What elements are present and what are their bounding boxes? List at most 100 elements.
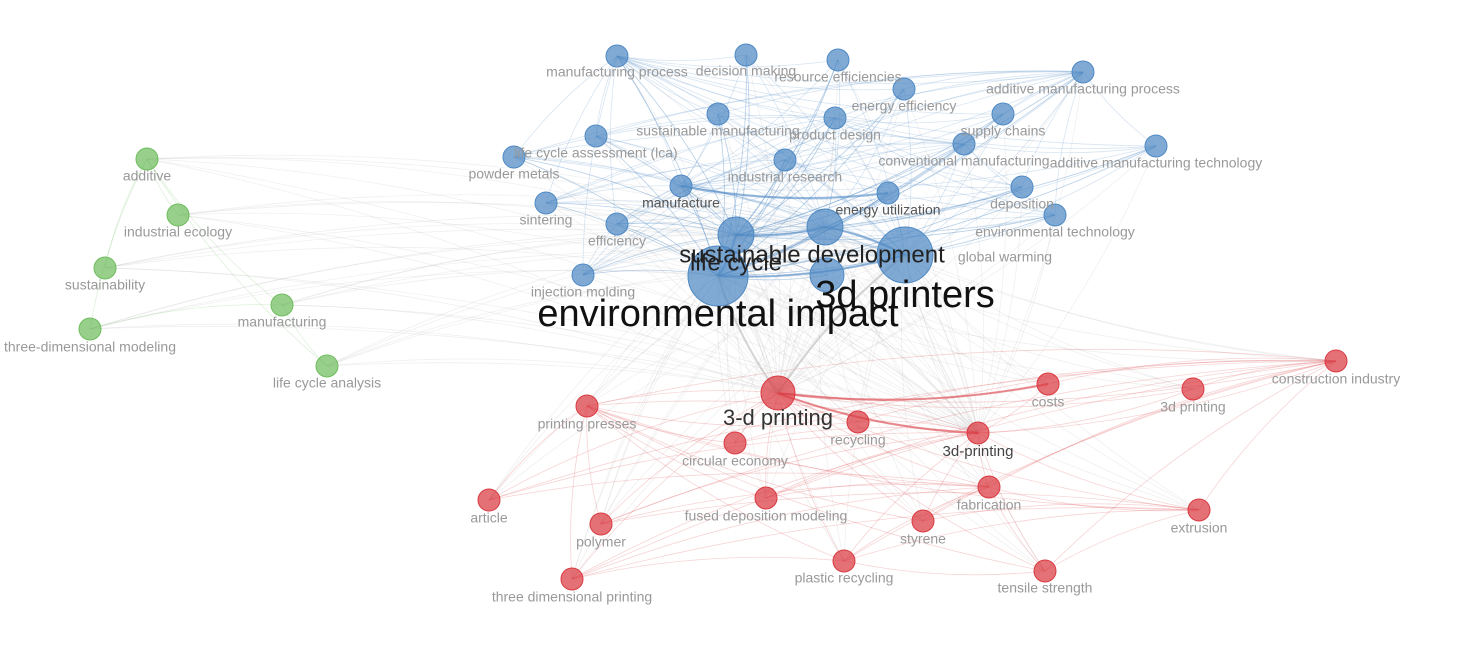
node-three-dimensional-printing[interactable] (560, 567, 584, 591)
label-three-dimensional-printing[interactable]: three dimensional printing (492, 589, 652, 605)
node-decision-making[interactable] (734, 43, 758, 67)
label-additive-manufacturing-technology[interactable]: additive manufacturing technology (1050, 155, 1262, 171)
label-extrusion[interactable]: extrusion (1171, 520, 1228, 536)
node-injection-molding[interactable] (571, 263, 595, 287)
label-global-warming[interactable]: global warming (958, 249, 1052, 265)
node-powder-metals[interactable] (502, 145, 526, 169)
node-printing-presses[interactable] (575, 394, 599, 418)
label-3d-printing[interactable]: 3d printing (1160, 399, 1225, 415)
label-styrene[interactable]: styrene (900, 531, 946, 547)
node-article[interactable] (477, 488, 501, 512)
node-resource-efficiencies[interactable] (826, 48, 850, 72)
node-three-dimensional-modeling[interactable] (78, 317, 102, 341)
node-conventional-manufacturing[interactable] (952, 132, 976, 156)
label-3d-printers[interactable]: 3d printers (815, 274, 995, 316)
node-efficiency[interactable] (605, 212, 629, 236)
node-environmental-technology[interactable] (1043, 203, 1067, 227)
label-fabrication[interactable]: fabrication (957, 497, 1022, 513)
node-manufacturing-process[interactable] (605, 44, 629, 68)
label-decision-making[interactable]: decision making (696, 63, 796, 79)
label-tensile-strength[interactable]: tensile strength (998, 580, 1093, 596)
label-additive-manufacturing-process[interactable]: additive manufacturing process (986, 81, 1180, 97)
label-manufacturing[interactable]: manufacturing (238, 314, 327, 330)
label-environmental-technology[interactable]: environmental technology (975, 224, 1135, 240)
node-sustainable-manufacturing[interactable] (706, 102, 730, 126)
label-powder-metals[interactable]: powder metals (468, 166, 559, 182)
edge (717, 275, 979, 434)
label-energy-utilization[interactable]: energy utilization (835, 202, 940, 218)
label-fused-deposition-modeling[interactable]: fused deposition modeling (685, 508, 848, 524)
node-circular-economy[interactable] (723, 431, 747, 455)
edge (988, 360, 1337, 488)
node-polymer[interactable] (589, 512, 613, 536)
label-sustainable-manufacturing[interactable]: sustainable manufacturing (636, 123, 799, 139)
label-industrial-research[interactable]: industrial research (728, 169, 842, 185)
node-life-cycle-analysis[interactable] (315, 354, 339, 378)
node-styrene[interactable] (911, 509, 935, 533)
label-sustainable-development[interactable]: sustainable development (679, 241, 945, 268)
label-efficiency[interactable]: efficiency (588, 233, 646, 249)
label-deposition[interactable]: deposition (990, 196, 1054, 212)
label-injection-molding[interactable]: injection molding (531, 284, 635, 300)
node-3d-printing-hyphen[interactable] (966, 421, 990, 445)
label-manufacturing-process[interactable]: manufacturing process (546, 64, 688, 80)
node-life-cycle[interactable] (717, 216, 755, 254)
label-article[interactable]: article (470, 510, 508, 526)
edge (545, 200, 826, 228)
node-life-cycle-assessment[interactable] (584, 124, 608, 148)
node-energy-utilization[interactable] (876, 181, 900, 205)
node-manufacture[interactable] (669, 174, 693, 198)
node-manufacturing[interactable] (270, 293, 294, 317)
label-conventional-manufacturing[interactable]: conventional manufacturing (878, 153, 1049, 169)
node-additive[interactable] (135, 147, 159, 171)
label-industrial-ecology[interactable]: industrial ecology (124, 224, 232, 240)
label-sustainability[interactable]: sustainability (65, 277, 145, 293)
label-life-cycle[interactable]: life cycle (690, 249, 782, 276)
label-recycling[interactable]: recycling (830, 432, 885, 448)
node-3d-printing[interactable] (1181, 377, 1205, 401)
label-additive[interactable]: additive (123, 168, 171, 184)
node-3d-printers[interactable] (876, 226, 934, 284)
node-tensile-strength[interactable] (1033, 559, 1057, 583)
node-additive-manufacturing-process[interactable] (1071, 60, 1095, 84)
label-energy-efficiency[interactable]: energy efficiency (852, 98, 957, 114)
label-circular-economy[interactable]: circular economy (682, 453, 788, 469)
label-3d-printing-hyphen[interactable]: 3d-printing (943, 443, 1014, 460)
label-life-cycle-analysis[interactable]: life cycle analysis (273, 375, 381, 391)
node-industrial-ecology[interactable] (166, 203, 190, 227)
node-sustainable-development[interactable] (806, 208, 844, 246)
label-three-dimensional-modeling[interactable]: three-dimensional modeling (4, 339, 176, 355)
node-global-warming[interactable] (809, 257, 845, 293)
node-fused-deposition-modeling[interactable] (754, 486, 778, 510)
node-environmental-impact[interactable] (687, 245, 749, 307)
label-plastic-recycling[interactable]: plastic recycling (795, 570, 894, 586)
node-industrial-research[interactable] (773, 148, 797, 172)
node-sintering[interactable] (534, 191, 558, 215)
label-manufacture[interactable]: manufacture (642, 195, 720, 211)
label-printing-presses[interactable]: printing presses (538, 416, 637, 432)
node-costs[interactable] (1036, 372, 1060, 396)
label-product-design[interactable]: product design (789, 127, 881, 143)
label-costs[interactable]: costs (1032, 394, 1065, 410)
node-supply-chains[interactable] (991, 102, 1015, 126)
node-extrusion[interactable] (1187, 498, 1211, 522)
node-sustainability[interactable] (93, 256, 117, 280)
label-resource-efficiencies[interactable]: resource efficiencies (774, 69, 901, 85)
label-3-d-printing[interactable]: 3-d printing (723, 405, 833, 430)
node-fabrication[interactable] (977, 475, 1001, 499)
node-plastic-recycling[interactable] (832, 549, 856, 573)
node-recycling[interactable] (846, 410, 870, 434)
node-energy-efficiency[interactable] (892, 77, 916, 101)
node-deposition[interactable] (1010, 175, 1034, 199)
node-additive-manufacturing-technology[interactable] (1144, 134, 1168, 158)
label-supply-chains[interactable]: supply chains (961, 123, 1046, 139)
node-product-design[interactable] (823, 106, 847, 130)
node-construction-industry[interactable] (1324, 349, 1348, 373)
node-3-d-printing[interactable] (760, 375, 796, 411)
label-life-cycle-assessment[interactable]: life cycle assessment (lca) (514, 145, 677, 161)
label-construction-industry[interactable]: construction industry (1272, 371, 1400, 387)
label-sintering[interactable]: sintering (520, 212, 573, 228)
label-environmental-impact[interactable]: environmental impact (537, 293, 899, 335)
label-polymer[interactable]: polymer (576, 534, 626, 550)
